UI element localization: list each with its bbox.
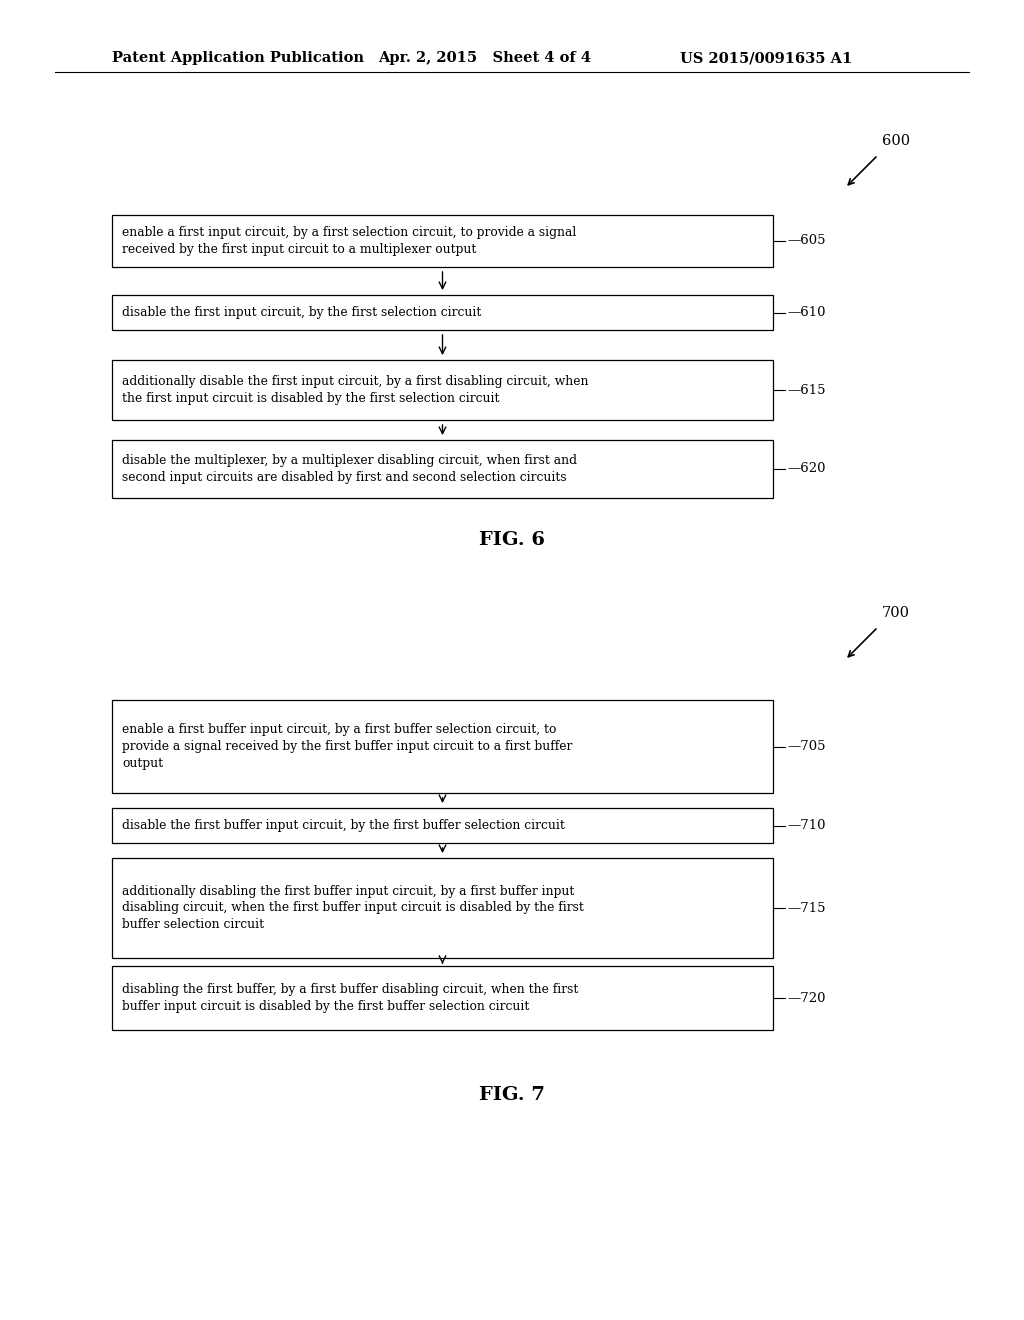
- Text: enable a first input circuit, by a first selection circuit, to provide a signal
: enable a first input circuit, by a first…: [122, 226, 577, 256]
- Text: additionally disable the first input circuit, by a first disabling circuit, when: additionally disable the first input cir…: [122, 375, 589, 405]
- Text: US 2015/0091635 A1: US 2015/0091635 A1: [680, 51, 852, 65]
- Text: FIG. 6: FIG. 6: [479, 531, 545, 549]
- Bar: [112, 966, 773, 1030]
- Bar: [112, 294, 773, 330]
- Text: —605: —605: [787, 235, 825, 248]
- Bar: [112, 700, 773, 793]
- Text: enable a first buffer input circuit, by a first buffer selection circuit, to
pro: enable a first buffer input circuit, by …: [122, 723, 572, 770]
- Text: 600: 600: [882, 135, 910, 148]
- Text: additionally disabling the first buffer input circuit, by a first buffer input
d: additionally disabling the first buffer …: [122, 884, 584, 932]
- Text: —705: —705: [787, 741, 825, 752]
- Text: —710: —710: [787, 818, 825, 832]
- Text: FIG. 7: FIG. 7: [479, 1086, 545, 1104]
- Text: —615: —615: [787, 384, 825, 396]
- Bar: [112, 808, 773, 843]
- Bar: [112, 360, 773, 420]
- Bar: [112, 858, 773, 958]
- Text: 700: 700: [882, 606, 910, 620]
- Text: disable the first input circuit, by the first selection circuit: disable the first input circuit, by the …: [122, 306, 481, 319]
- Text: disable the multiplexer, by a multiplexer disabling circuit, when first and
seco: disable the multiplexer, by a multiplexe…: [122, 454, 577, 484]
- Text: Apr. 2, 2015   Sheet 4 of 4: Apr. 2, 2015 Sheet 4 of 4: [378, 51, 591, 65]
- Text: —620: —620: [787, 462, 825, 475]
- Text: Patent Application Publication: Patent Application Publication: [112, 51, 364, 65]
- Bar: [112, 440, 773, 498]
- Text: —610: —610: [787, 306, 825, 319]
- Bar: [112, 215, 773, 267]
- Text: —720: —720: [787, 991, 825, 1005]
- Text: disable the first buffer input circuit, by the first buffer selection circuit: disable the first buffer input circuit, …: [122, 818, 565, 832]
- Text: —715: —715: [787, 902, 825, 915]
- Text: disabling the first buffer, by a first buffer disabling circuit, when the first
: disabling the first buffer, by a first b…: [122, 983, 579, 1012]
